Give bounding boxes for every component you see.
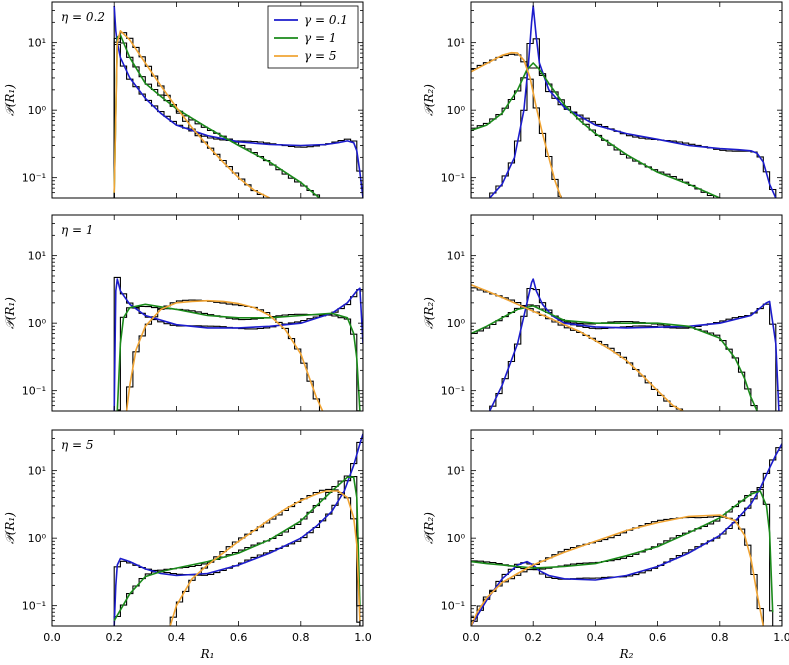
legend-label: γ = 5	[304, 49, 337, 63]
x-tick-label: 0.0	[43, 631, 61, 644]
axes-frame	[51, 1, 364, 199]
y-tick-label: 10⁰	[447, 532, 466, 545]
legend-box	[267, 5, 359, 69]
y-axis-label: 𝒫(R₂)	[422, 297, 436, 329]
histogram--5	[471, 53, 562, 198]
axes-frame	[470, 1, 783, 199]
histogram--1	[471, 488, 774, 626]
curve--1	[113, 476, 361, 622]
panel-r2-c2: 10⁻¹ 10⁰ 10¹ 𝒫(R₂)	[422, 214, 783, 412]
y-tick-label: 10⁻¹	[441, 172, 465, 185]
y-tick-label: 10⁻¹	[441, 600, 465, 613]
histogram--5	[126, 299, 321, 411]
x-axis-label: R₁	[200, 647, 215, 661]
y-tick-label: 10⁰	[447, 104, 466, 117]
y-tick-label: 10¹	[28, 37, 46, 50]
x-tick-label: 0.2	[524, 631, 542, 644]
plot-area	[113, 276, 363, 411]
legend-label: γ = 0.1	[304, 13, 348, 27]
x-tick-label: 0.2	[105, 631, 123, 644]
plot-area	[471, 443, 782, 626]
y-tick-label: 10⁰	[447, 317, 466, 330]
histogram--0-1	[471, 447, 782, 626]
y-tick-label: 10¹	[447, 37, 465, 50]
y-axis-label: 𝒫(R₂)	[422, 512, 436, 544]
y-tick-label: 10¹	[28, 465, 46, 478]
curve--1	[116, 303, 361, 411]
histogram--1	[471, 304, 758, 411]
x-tick-label: 0.0	[462, 631, 480, 644]
y-tick-label: 10⁰	[28, 104, 47, 117]
plot-area	[471, 278, 780, 411]
curve--5	[113, 30, 271, 198]
histogram--0-1	[489, 287, 777, 411]
panel-r3-c1: 10⁻¹ 10⁰ 10¹ 0.0 0.2 0.4 0.6 0.8 1.0 𝒫(R₁) R₁ η = 5	[3, 429, 372, 661]
axes-frame	[470, 429, 783, 627]
eta-label: η = 0.2	[61, 10, 105, 24]
curve--5	[471, 51, 562, 198]
panel-r1-c2: 10⁻¹ 10⁰ 10¹ 𝒫(R₂)	[422, 1, 783, 199]
curve--0-1	[489, 5, 777, 198]
curve--1	[113, 34, 321, 198]
curve--0-1	[471, 443, 782, 626]
histogram--5	[471, 515, 764, 626]
y-tick-label: 10¹	[447, 465, 465, 478]
panel-r1-c1: 10⁻¹ 10⁰ 10¹ 𝒫(R₁) η = 0.2	[3, 1, 364, 199]
curve--1	[471, 62, 722, 198]
y-tick-label: 10⁻¹	[441, 385, 465, 398]
histogram--1	[116, 305, 361, 411]
y-axis-label: 𝒫(R₁)	[3, 84, 17, 116]
panel-r3-c2: 10⁻¹ 10⁰ 10¹ 0.0 0.2 0.4 0.6 0.8 1.0 𝒫(R₂) R₂	[422, 429, 789, 661]
x-tick-label: 0.6	[649, 631, 667, 644]
eta-label: η = 1	[61, 223, 94, 237]
y-tick-label: 10⁻¹	[22, 172, 46, 185]
y-axis-label: 𝒫(R₂)	[422, 84, 436, 116]
y-tick-label: 10⁻¹	[22, 600, 46, 613]
x-tick-label: 0.4	[587, 631, 605, 644]
curve--0-1	[488, 278, 780, 411]
axes-frame	[470, 214, 783, 412]
legend-label: γ = 1	[304, 31, 337, 45]
x-tick-label: 0.6	[230, 631, 248, 644]
histogram--5	[471, 287, 684, 411]
histogram--0-1	[113, 276, 363, 411]
y-tick-label: 10¹	[447, 250, 465, 263]
legend: γ = 0.1 γ = 1 γ = 5	[267, 5, 359, 69]
x-tick-label: 0.8	[292, 631, 310, 644]
y-tick-label: 10⁰	[28, 532, 47, 545]
y-tick-label: 10⁰	[28, 317, 47, 330]
curve--0-1	[113, 278, 363, 411]
plot-area	[113, 433, 363, 626]
plot-area	[471, 5, 777, 198]
plot-area	[113, 5, 363, 198]
curve--0-1	[113, 433, 363, 626]
panel-r2-c1: 10⁻¹ 10⁰ 10¹ 𝒫(R₁) η = 1	[3, 214, 364, 412]
y-axis-label: 𝒫(R₁)	[3, 512, 17, 544]
y-tick-label: 10⁻¹	[22, 385, 46, 398]
y-axis-label: 𝒫(R₁)	[3, 297, 17, 329]
curve--1	[471, 490, 774, 613]
x-tick-label: 0.4	[168, 631, 186, 644]
axes-frame	[51, 429, 364, 627]
curve--5	[471, 514, 765, 626]
x-tick-label: 1.0	[773, 631, 789, 644]
x-tick-label: 1.0	[354, 631, 372, 644]
curve--5	[169, 490, 361, 626]
histogram--0-1	[489, 38, 777, 198]
x-tick-label: 0.8	[711, 631, 729, 644]
histogram--1	[113, 37, 321, 198]
curve--5	[471, 284, 685, 411]
axes-frame	[51, 214, 364, 412]
curve--1	[471, 305, 758, 411]
curve--0-1	[113, 5, 363, 198]
eta-label: η = 5	[61, 438, 94, 452]
x-axis-label: R₂	[619, 647, 634, 661]
curve--5	[125, 299, 324, 411]
y-tick-label: 10¹	[28, 250, 46, 263]
